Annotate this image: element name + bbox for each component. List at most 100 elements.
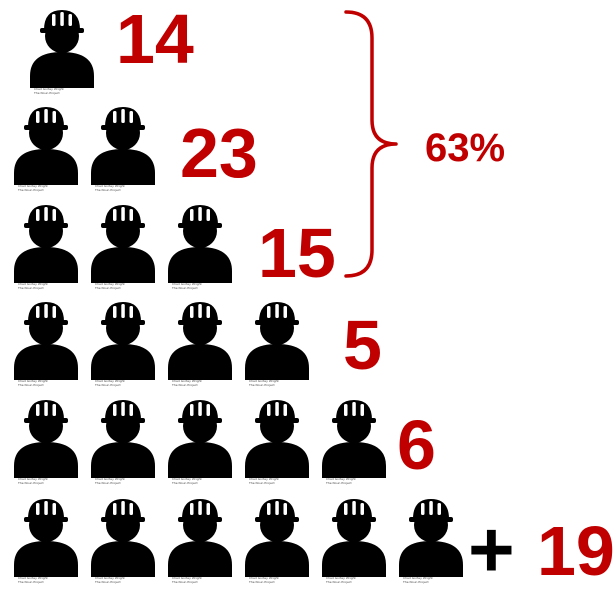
construction-worker-glyph: [245, 400, 309, 478]
icon-credit: Chad Gortey Wright The Noun Project: [95, 477, 155, 485]
construction-worker-glyph: [14, 302, 78, 380]
construction-worker-icon: Chad Gortey Wright The Noun Project: [89, 105, 157, 195]
icon-credit-source: The Noun Project: [18, 285, 44, 290]
icon-credit: Chad Gortey Wright The Noun Project: [403, 576, 463, 584]
icon-credit-author: Chad Gortey Wright: [249, 379, 279, 383]
worker-row: Chad Gortey Wright The Noun Project Chad G…: [0, 300, 615, 398]
icon-credit-source: The Noun Project: [172, 579, 198, 584]
construction-worker-icon: Chad Gortey Wright The Noun Project: [89, 398, 157, 488]
construction-worker-glyph: [91, 400, 155, 478]
construction-worker-icon: Chad Gortey Wright The Noun Project: [166, 203, 234, 293]
construction-worker-icon: Chad Gortey Wright The Noun Project: [89, 497, 157, 587]
construction-worker-icon: Chad Gortey Wright The Noun Project: [12, 398, 80, 488]
construction-worker-icon: Chad Gortey Wright The Noun Project: [28, 8, 96, 98]
icon-credit-source: The Noun Project: [326, 579, 352, 584]
construction-worker-icon: Chad Gortey Wright The Noun Project: [166, 497, 234, 587]
icon-credit: Chad Gortey Wright The Noun Project: [95, 282, 155, 290]
icon-credit-author: Chad Gortey Wright: [95, 477, 125, 481]
icon-credit-author: Chad Gortey Wright: [18, 282, 48, 286]
construction-worker-icon: Chad Gortey Wright The Noun Project: [12, 203, 80, 293]
icon-credit-author: Chad Gortey Wright: [172, 379, 202, 383]
row-count: 14: [116, 0, 194, 78]
worker-row: Chad Gortey Wright The Noun Project 14: [0, 4, 615, 106]
row-count: 23: [180, 114, 258, 192]
construction-worker-glyph: [245, 302, 309, 380]
icon-credit-source: The Noun Project: [172, 382, 198, 387]
icon-credit-source: The Noun Project: [18, 187, 44, 192]
construction-worker-icon: Chad Gortey Wright The Noun Project: [12, 300, 80, 390]
construction-worker-glyph: [322, 400, 386, 478]
icon-credit-author: Chad Gortey Wright: [18, 379, 48, 383]
icon-credit-source: The Noun Project: [95, 382, 121, 387]
icon-credit-source: The Noun Project: [172, 285, 198, 290]
construction-worker-glyph: [14, 400, 78, 478]
icon-credit: Chad Gortey Wright The Noun Project: [34, 87, 94, 95]
construction-worker-glyph: [168, 400, 232, 478]
construction-worker-glyph: [14, 107, 78, 185]
construction-worker-glyph: [91, 302, 155, 380]
icon-credit-source: The Noun Project: [172, 480, 198, 485]
icon-credit: Chad Gortey Wright The Noun Project: [249, 576, 309, 584]
icon-credit-author: Chad Gortey Wright: [95, 184, 125, 188]
icon-credit-source: The Noun Project: [95, 285, 121, 290]
icon-credit: Chad Gortey Wright The Noun Project: [326, 477, 386, 485]
icon-credit: Chad Gortey Wright The Noun Project: [249, 379, 309, 387]
construction-worker-glyph: [245, 499, 309, 577]
icon-credit-author: Chad Gortey Wright: [18, 184, 48, 188]
worker-row: Chad Gortey Wright The Noun Project Chad G…: [0, 203, 615, 301]
construction-worker-glyph: [168, 499, 232, 577]
icon-credit: Chad Gortey Wright The Noun Project: [18, 184, 78, 192]
icon-credit: Chad Gortey Wright The Noun Project: [326, 576, 386, 584]
icon-credit: Chad Gortey Wright The Noun Project: [95, 184, 155, 192]
row-count: 19: [537, 512, 615, 590]
icon-credit-author: Chad Gortey Wright: [249, 576, 279, 580]
construction-worker-icon: Chad Gortey Wright The Noun Project: [243, 398, 311, 488]
icon-credit-source: The Noun Project: [95, 579, 121, 584]
icon-credit-author: Chad Gortey Wright: [172, 576, 202, 580]
group-percent: 63%: [425, 126, 506, 170]
construction-worker-glyph: [30, 10, 94, 88]
construction-worker-glyph: [91, 205, 155, 283]
icon-credit-source: The Noun Project: [249, 480, 275, 485]
row-count: 6: [397, 406, 436, 484]
icon-credit-source: The Noun Project: [18, 579, 44, 584]
icon-credit-source: The Noun Project: [249, 579, 275, 584]
icon-credit-author: Chad Gortey Wright: [172, 282, 202, 286]
icon-credit: Chad Gortey Wright The Noun Project: [18, 477, 78, 485]
construction-worker-icon: Chad Gortey Wright The Noun Project: [89, 300, 157, 390]
construction-worker-icon: Chad Gortey Wright The Noun Project: [166, 398, 234, 488]
construction-worker-icon: Chad Gortey Wright The Noun Project: [320, 497, 388, 587]
construction-worker-icon: Chad Gortey Wright The Noun Project: [243, 300, 311, 390]
worker-row: Chad Gortey Wright The Noun Project Chad G…: [0, 105, 615, 203]
icon-credit-author: Chad Gortey Wright: [326, 576, 356, 580]
group-brace: [344, 10, 398, 278]
icon-credit: Chad Gortey Wright The Noun Project: [172, 379, 232, 387]
construction-worker-icon: Chad Gortey Wright The Noun Project: [166, 300, 234, 390]
icon-credit: Chad Gortey Wright The Noun Project: [249, 477, 309, 485]
icon-credit-author: Chad Gortey Wright: [34, 87, 64, 91]
construction-worker-glyph: [91, 107, 155, 185]
icon-credit-author: Chad Gortey Wright: [95, 576, 125, 580]
icon-credit-author: Chad Gortey Wright: [95, 379, 125, 383]
icon-credit: Chad Gortey Wright The Noun Project: [172, 576, 232, 584]
icon-credit-author: Chad Gortey Wright: [249, 477, 279, 481]
row-count: 15: [258, 214, 336, 292]
icon-credit-author: Chad Gortey Wright: [326, 477, 356, 481]
icon-credit-source: The Noun Project: [95, 187, 121, 192]
icon-credit-author: Chad Gortey Wright: [172, 477, 202, 481]
icon-credit-author: Chad Gortey Wright: [18, 477, 48, 481]
icon-credit-author: Chad Gortey Wright: [95, 282, 125, 286]
icon-credit: Chad Gortey Wright The Noun Project: [18, 282, 78, 290]
construction-worker-glyph: [14, 499, 78, 577]
construction-worker-glyph: [399, 499, 463, 577]
row-count: 5: [343, 306, 382, 384]
icon-credit-source: The Noun Project: [95, 480, 121, 485]
icon-credit-source: The Noun Project: [249, 382, 275, 387]
icon-credit-source: The Noun Project: [18, 480, 44, 485]
icon-credit-author: Chad Gortey Wright: [18, 576, 48, 580]
icon-credit-author: Chad Gortey Wright: [403, 576, 433, 580]
icon-credit: Chad Gortey Wright The Noun Project: [95, 379, 155, 387]
worker-row: Chad Gortey Wright The Noun Project Chad G…: [0, 398, 615, 496]
icon-credit: Chad Gortey Wright The Noun Project: [95, 576, 155, 584]
icon-credit-source: The Noun Project: [326, 480, 352, 485]
